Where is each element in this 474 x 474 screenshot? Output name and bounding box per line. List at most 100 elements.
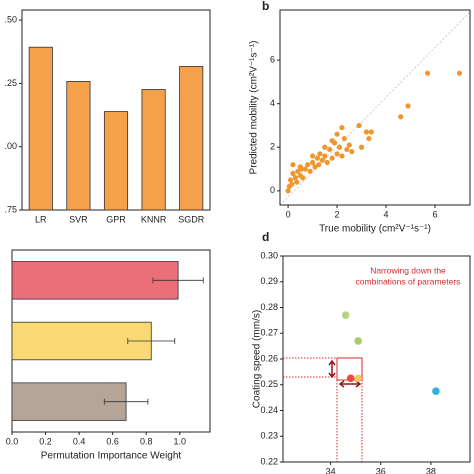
identity-line <box>279 11 471 206</box>
x-axis-label: True mobility (cm²V⁻¹s⁻¹) <box>319 224 431 235</box>
point <box>346 374 355 383</box>
point <box>317 151 323 157</box>
point <box>339 125 345 131</box>
x-tick-label: 0.4 <box>73 436 86 446</box>
x-tick-label: 36 <box>376 466 386 474</box>
x-tick-label: 1.0 <box>174 436 187 446</box>
x-tick-label: SVR <box>69 214 88 224</box>
point <box>329 155 335 161</box>
x-tick-label: 4 <box>384 209 389 219</box>
point <box>285 188 291 194</box>
point <box>327 146 333 153</box>
y-tick-label: 0.30 <box>260 250 278 260</box>
x-tick-label: 0.8 <box>140 436 153 446</box>
x-tick-label: 0.2 <box>39 436 52 446</box>
y-tick-label: 2 <box>270 142 275 152</box>
point <box>297 164 303 170</box>
point <box>305 162 311 168</box>
point <box>324 159 330 166</box>
point <box>334 151 340 157</box>
y-tick-label: 0.27 <box>260 328 278 338</box>
x-tick-label: 0 <box>286 209 291 219</box>
point <box>341 311 350 320</box>
panel-label: d <box>262 230 269 244</box>
plot-frame <box>279 9 471 206</box>
point <box>314 155 321 161</box>
point <box>341 135 347 142</box>
x-tick-label: LR <box>35 214 47 224</box>
point <box>307 168 313 174</box>
point <box>344 146 350 153</box>
point <box>334 131 340 137</box>
x-axis-label: Permutation Importance Weight <box>41 451 182 462</box>
y-tick-label: 0.24 <box>260 405 278 415</box>
bar <box>103 111 129 211</box>
point <box>319 157 325 163</box>
bar <box>179 66 204 211</box>
point <box>456 70 463 76</box>
y-axis-label: Coating speed (mm/s) <box>252 310 263 408</box>
y-tick-label: 0.23 <box>260 431 278 441</box>
selection-box <box>283 357 363 462</box>
point <box>354 337 363 345</box>
plot-frame <box>282 255 471 463</box>
point <box>290 170 296 177</box>
point <box>366 135 372 142</box>
point <box>309 159 316 166</box>
y-tick-label: 0 <box>270 185 275 195</box>
point <box>405 103 411 109</box>
point <box>300 175 306 181</box>
panel-label: b <box>262 0 269 13</box>
point <box>294 179 300 185</box>
y-tick-label: 4 <box>270 98 275 108</box>
point <box>322 153 328 159</box>
x-tick-label: 0.6 <box>106 436 119 446</box>
error-bar <box>103 398 149 405</box>
point <box>363 129 370 135</box>
point <box>316 162 322 168</box>
point <box>354 374 363 383</box>
x-tick-label: KNNR <box>141 214 167 224</box>
point <box>302 166 308 172</box>
x-tick-label: 38 <box>426 466 436 474</box>
y-axis-label: Predicted mobility (cm²V⁻¹s⁻¹) <box>249 41 260 175</box>
x-tick-label: SGDR <box>178 214 205 224</box>
bar <box>66 80 91 211</box>
y-tick-label: .25 <box>4 78 17 88</box>
point <box>358 144 365 150</box>
bar <box>141 89 166 211</box>
point <box>425 70 431 76</box>
x-tick-label: 6 <box>432 209 437 219</box>
y-tick-label: .50 <box>4 15 17 25</box>
y-tick-label: 0.28 <box>260 302 278 312</box>
point <box>292 175 299 181</box>
point <box>398 114 404 120</box>
x-tick-label: 0.0 <box>6 436 19 446</box>
point <box>368 129 374 135</box>
point <box>309 153 316 159</box>
x-tick-label: 2 <box>335 209 340 219</box>
point <box>346 142 352 148</box>
y-tick-label: 0.22 <box>260 456 278 466</box>
point <box>287 177 294 183</box>
point <box>356 122 362 129</box>
annotation: combinations of parameters <box>356 276 461 286</box>
y-tick-label: .75 <box>4 204 17 214</box>
point <box>289 181 295 187</box>
y-tick-label: 0.25 <box>260 379 278 389</box>
y-tick-label: 0.29 <box>260 276 278 286</box>
annotation: Narrowing down the <box>370 265 446 275</box>
bar <box>28 46 53 211</box>
point <box>349 149 355 155</box>
x-tick-label: 34 <box>326 466 336 474</box>
point <box>339 153 345 159</box>
y-tick-label: 6 <box>270 54 275 64</box>
error-bar <box>127 338 176 344</box>
y-tick-label: 0.26 <box>260 353 278 363</box>
point <box>290 162 296 168</box>
y-tick-label: .00 <box>4 141 17 151</box>
point <box>329 138 335 144</box>
point <box>322 144 328 150</box>
error-bar <box>152 277 204 284</box>
